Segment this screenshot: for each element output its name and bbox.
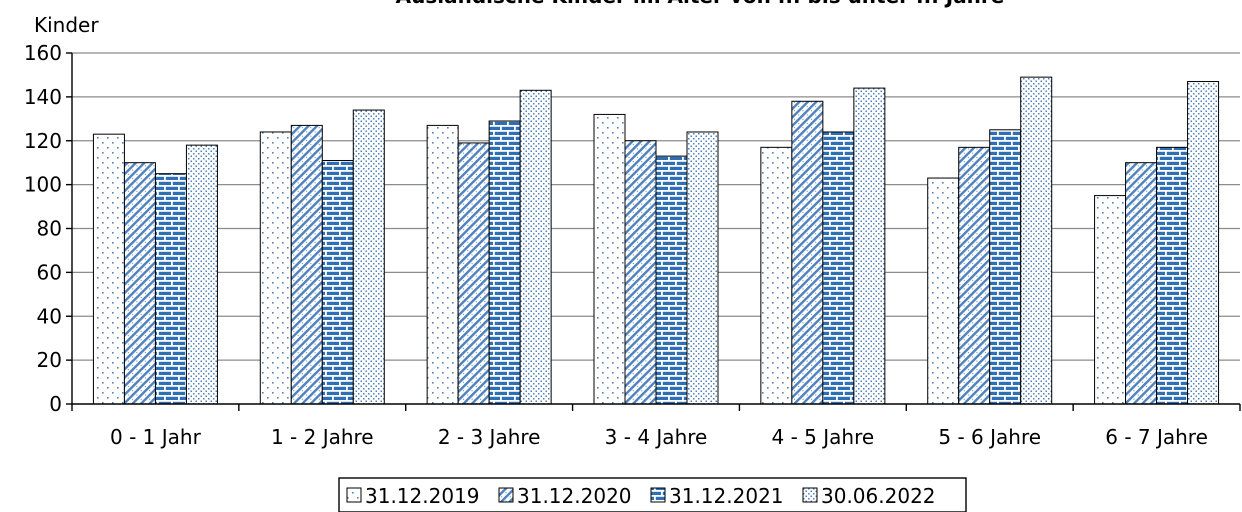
y-axis-ticks: 0 20 40 60 80 100 120 140 160 — [24, 41, 72, 416]
legend-swatch-2 — [651, 488, 665, 502]
legend-swatch-3 — [803, 488, 817, 502]
x-tick-label: 4 - 5 Jahre — [772, 425, 875, 449]
y-tick-label: 40 — [37, 304, 62, 328]
legend: 31.12.2019 31.12.2020 31.12.2021 30.06.2022 — [339, 478, 966, 512]
x-tick-label: 3 - 4 Jahre — [605, 425, 708, 449]
y-tick-label: 140 — [24, 85, 62, 109]
x-tick-label: 6 - 7 Jahre — [1105, 425, 1208, 449]
y-tick-label: 100 — [24, 173, 62, 197]
bar-0-4 — [761, 147, 792, 404]
bar-2-6 — [1157, 147, 1188, 404]
bar-1-4 — [792, 101, 823, 404]
legend-label-1: 31.12.2020 — [517, 484, 632, 508]
bars — [93, 77, 1218, 404]
bar-0-2 — [427, 125, 458, 404]
x-tick-label: 0 - 1 Jahr — [110, 425, 202, 449]
legend-swatch-1 — [499, 488, 513, 502]
bar-2-5 — [990, 130, 1021, 404]
bar-2-1 — [322, 160, 353, 404]
bar-2-2 — [489, 121, 520, 404]
bar-3-2 — [520, 90, 551, 404]
x-tick-label: 5 - 6 Jahre — [938, 425, 1041, 449]
y-tick-label: 120 — [24, 129, 62, 153]
legend-label-0: 31.12.2019 — [365, 484, 480, 508]
bar-0-5 — [928, 178, 959, 404]
bar-1-5 — [959, 147, 990, 404]
bar-3-0 — [186, 145, 217, 404]
bar-0-6 — [1095, 196, 1126, 404]
bar-1-0 — [124, 163, 155, 404]
bar-3-3 — [687, 132, 718, 404]
legend-label-3: 30.06.2022 — [821, 484, 936, 508]
bar-2-0 — [155, 174, 186, 404]
y-tick-label: 20 — [37, 348, 62, 372]
x-tick-label: 2 - 3 Jahre — [438, 425, 541, 449]
bar-2-3 — [656, 156, 687, 404]
y-tick-label: 160 — [24, 41, 62, 65]
bar-3-6 — [1188, 82, 1219, 404]
bar-3-5 — [1021, 77, 1052, 404]
bar-1-6 — [1126, 163, 1157, 404]
x-tick-label: 1 - 2 Jahre — [271, 425, 374, 449]
y-tick-label: 0 — [49, 392, 62, 416]
bar-3-1 — [353, 110, 384, 404]
legend-swatch-0 — [347, 488, 361, 502]
bar-1-1 — [291, 125, 322, 404]
legend-label-2: 31.12.2021 — [669, 484, 784, 508]
bar-0-0 — [93, 134, 124, 404]
chart-title: Ausländische Kinder im Alter von ... bis… — [396, 0, 1005, 8]
x-axis-tick-labels: 0 - 1 Jahr 1 - 2 Jahre 2 - 3 Jahre 3 - 4 Ja… — [110, 425, 1208, 449]
bar-0-1 — [260, 132, 291, 404]
bar-1-2 — [458, 143, 489, 404]
bar-0-3 — [594, 114, 625, 404]
y-tick-label: 60 — [37, 260, 62, 284]
y-tick-label: 80 — [37, 217, 62, 241]
bar-3-4 — [854, 88, 885, 404]
bar-1-3 — [625, 141, 656, 404]
y-axis-label: Kinder — [34, 13, 99, 37]
bar-2-4 — [823, 132, 854, 404]
